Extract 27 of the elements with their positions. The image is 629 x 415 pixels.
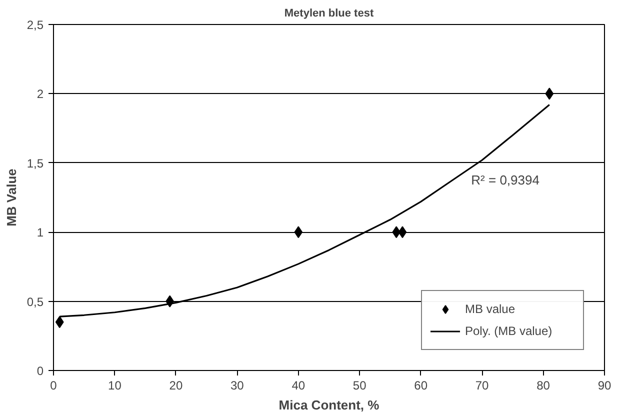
y-tick-label: 1,5: [26, 156, 44, 170]
y-tick-label: 0,5: [26, 294, 44, 309]
legend-label: MB value: [465, 302, 516, 316]
x-tick-label: 10: [108, 378, 122, 392]
legend-label: Poly. (MB value): [465, 324, 554, 338]
x-tick-label: 30: [230, 378, 244, 392]
y-axis-title: MB Value: [4, 168, 19, 226]
x-tick-label: 20: [169, 378, 183, 392]
x-tick-label: 60: [414, 378, 428, 392]
point: [545, 88, 554, 100]
x-tick-label: 40: [292, 378, 306, 392]
x-tick-label: 50: [352, 378, 367, 392]
point: [294, 226, 303, 238]
annotation: R² = 0,9394: [471, 172, 540, 188]
point: [398, 226, 407, 238]
y-tick-label: 2,5: [26, 18, 44, 32]
x-tick-label: 0: [50, 378, 58, 392]
x-tick-label: 80: [536, 378, 550, 392]
chart-title: Metylen blue test: [284, 8, 374, 20]
point: [392, 226, 401, 238]
y-tick-label: 0: [36, 364, 44, 378]
y-tick-label: 1: [36, 226, 44, 240]
x-tick-label: 90: [598, 378, 612, 392]
x-tick-label: 70: [475, 378, 490, 392]
x-axis-title: Mica Content, %: [278, 398, 380, 412]
y-tick-label: 2: [36, 87, 44, 102]
point: [55, 316, 64, 328]
